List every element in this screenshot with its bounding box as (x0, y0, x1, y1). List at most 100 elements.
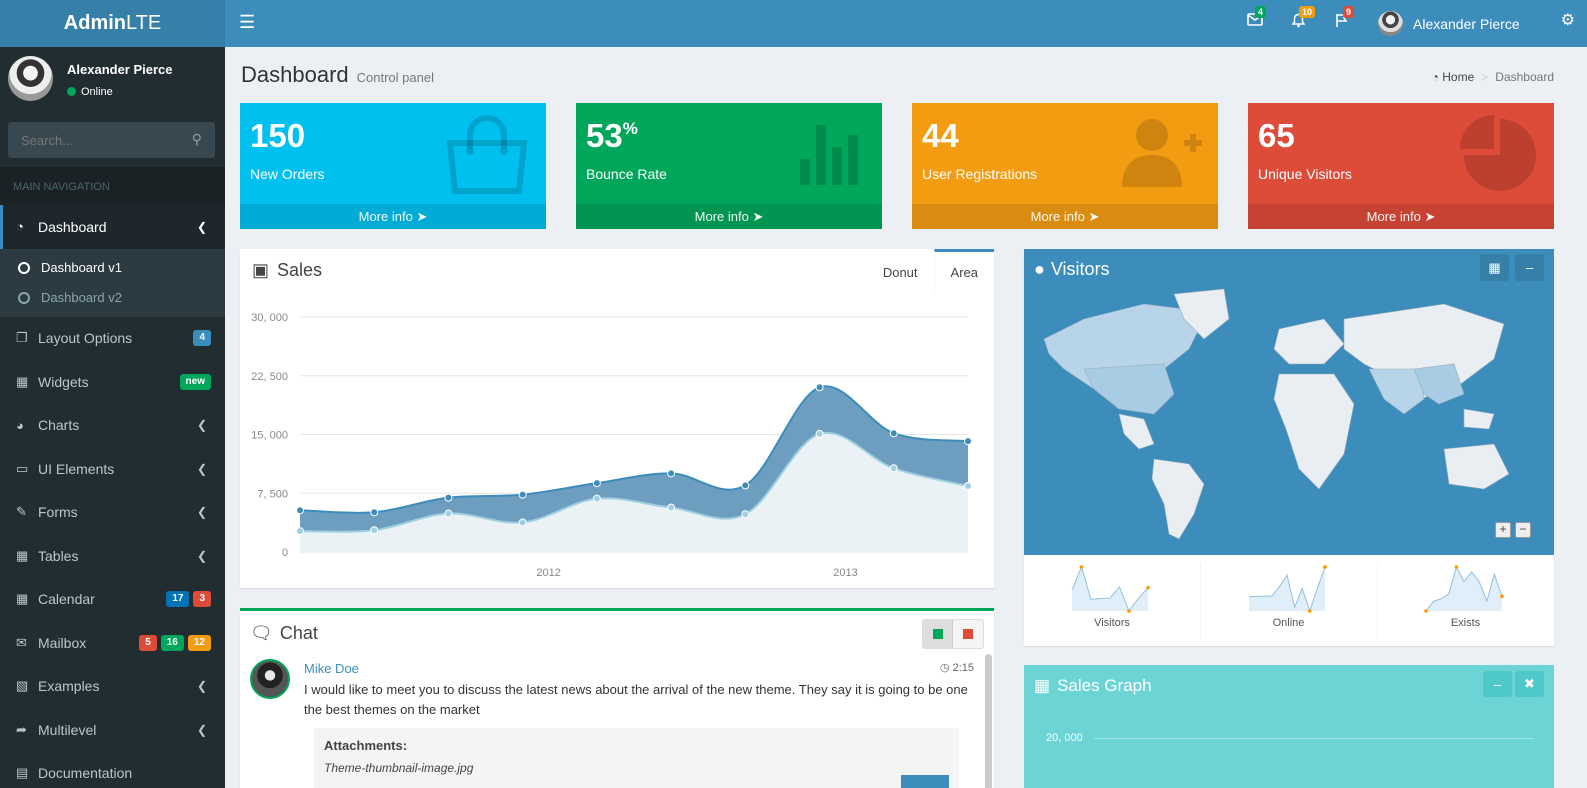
data-point[interactable] (518, 518, 527, 527)
sparkline-area (1249, 567, 1325, 611)
data-point[interactable] (889, 464, 898, 473)
open-attachment-button[interactable] (901, 775, 949, 788)
search-input[interactable] (8, 122, 178, 158)
data-point[interactable] (815, 383, 824, 392)
data-point[interactable] (667, 469, 676, 478)
data-point[interactable] (518, 490, 527, 499)
world-map[interactable]: ● Visitors ▦ – + − (1024, 249, 1554, 555)
data-point[interactable] (444, 509, 453, 518)
comments-icon: 🗨 (250, 623, 273, 643)
data-point[interactable] (296, 506, 304, 515)
messages-badge: 4 (1255, 6, 1267, 18)
sparkline-label: Online (1272, 617, 1305, 629)
gridline (1094, 738, 1534, 739)
sidebar-subitem-dashboard-v1[interactable]: Dashboard v1 (0, 253, 225, 283)
sidebar-item-ui-elements[interactable]: ▭ UI Elements ❮ (16, 460, 207, 477)
dashboard-submenu: Dashboard v1 Dashboard v2 (0, 248, 225, 317)
sidebar-item-forms[interactable]: ✎ Forms ❮ (16, 504, 207, 521)
chat-author-link[interactable]: Mike Doe (304, 661, 359, 676)
remove-button[interactable]: ✖ (1515, 671, 1544, 697)
arrow-circle-right-icon: ➤ (752, 209, 764, 224)
sidebar-item-layout-options[interactable]: ❐ Layout Options 4 (0, 317, 225, 361)
tasks-menu[interactable]: 9 (1335, 6, 1355, 33)
data-point[interactable] (741, 481, 750, 490)
pie-chart-icon: ◕ (16, 417, 24, 433)
logo[interactable]: AdminLTE (0, 0, 225, 47)
stat-label: Unique Visitors (1258, 166, 1352, 182)
envelope-icon: ✉ (16, 634, 27, 650)
sales-tabs: Donut Area (867, 249, 994, 292)
tab-donut[interactable]: Donut (882, 265, 918, 280)
sales-title: ▣ Sales (252, 260, 323, 280)
count-badge: 17 (166, 591, 190, 608)
sidebar-item-examples[interactable]: ▧ Examples ❮ (16, 678, 207, 695)
zoom-out-button[interactable]: − (1515, 522, 1531, 538)
sidebar-user-name: Alexander Pierce (67, 62, 173, 77)
th-icon: ▦ (16, 373, 29, 389)
book-icon: ▤ (16, 765, 29, 781)
data-point[interactable] (667, 503, 676, 512)
chevron-left-icon: ❮ (196, 461, 207, 476)
sidebar-item-widgets[interactable]: ▦ Widgets new (0, 360, 225, 404)
sidebar-item-multilevel[interactable]: ➦ Multilevel ❮ (16, 721, 207, 738)
notifications-menu[interactable]: 10 (1291, 6, 1316, 33)
minus-icon: – (1525, 260, 1534, 275)
more-info-link[interactable]: More info ➤ (576, 204, 882, 229)
data-point[interactable] (370, 508, 379, 517)
sidebar-item-dashboard[interactable]: ◔ Dashboard ❮ (0, 205, 225, 249)
scrollbar[interactable] (985, 654, 992, 788)
chevron-left-icon: ❮ (196, 219, 207, 234)
data-point[interactable] (370, 526, 379, 535)
search-icon[interactable]: ⚲ (191, 131, 202, 147)
sales-box: ▣ Sales Donut Area 0 7, 500 15, 000 22, 500 3… (240, 249, 994, 588)
sidebar-item-documentation[interactable]: ▤ Documentation (16, 765, 133, 782)
messages-menu[interactable]: 4 (1247, 6, 1267, 31)
arrow-circle-right-icon: ➤ (1424, 209, 1436, 224)
data-point[interactable] (889, 429, 898, 438)
gears-icon[interactable]: ⚙ (1560, 12, 1575, 29)
attachment-filename[interactable]: Theme-thumbnail-image.jpg (324, 761, 474, 775)
y-tick-label: 30, 000 (251, 312, 288, 324)
sparkline-line (1425, 565, 1503, 612)
stat-box-unique-visitors: 65 Unique Visitors More info ➤ (1248, 103, 1554, 229)
more-info-link[interactable]: More info ➤ (1248, 204, 1554, 229)
sparkline-exists: Exists (1377, 563, 1553, 639)
data-point[interactable] (592, 479, 601, 488)
collapse-button[interactable]: – (1515, 254, 1544, 281)
status-online-button[interactable] (923, 620, 953, 648)
attachments-label: Attachments: (324, 738, 408, 753)
more-info-link[interactable]: More info ➤ (912, 204, 1218, 229)
data-point[interactable] (741, 510, 750, 519)
sidebar-item-mailbox[interactable]: ✉ Mailbox 5 16 12 (0, 621, 225, 665)
stat-label: User Registrations (922, 166, 1038, 182)
line-series-1 (299, 431, 969, 533)
sidebar-item-tables[interactable]: ▦ Tables ❮ (16, 547, 207, 564)
sidebar-subitem-dashboard-v2[interactable]: Dashboard v2 (0, 283, 225, 313)
data-point[interactable] (964, 481, 972, 490)
data-point[interactable] (592, 494, 601, 503)
data-point[interactable] (815, 429, 824, 438)
breadcrumb-home[interactable]: Home (1442, 70, 1475, 84)
sidebar-item-charts[interactable]: ◕ Charts ❮ (16, 417, 207, 434)
more-info-link[interactable]: More info ➤ (240, 204, 546, 229)
user-menu[interactable]: Alexander Pierce (1378, 11, 1520, 36)
zoom-in-button[interactable]: + (1495, 522, 1511, 538)
sparkline-point (1323, 565, 1327, 569)
date-range-button[interactable]: ▦ (1480, 254, 1509, 281)
stat-value: 53% (586, 117, 638, 154)
sidebar-header: MAIN NAVIGATION (0, 167, 225, 205)
sparkline-label: Exists (1450, 617, 1481, 629)
data-point[interactable] (444, 493, 453, 502)
sales-area-chart: 0 7, 500 15, 000 22, 500 30, 000 2012 2013 (251, 312, 972, 579)
data-point[interactable] (964, 437, 972, 446)
sales-graph-box: ▦ Sales Graph – ✖ 20, 000 (1024, 665, 1554, 788)
sidebar-item-calendar[interactable]: ▦ Calendar 17 3 (0, 578, 225, 622)
sparkline-point (1079, 565, 1084, 569)
data-point[interactable] (296, 527, 304, 536)
tab-area[interactable]: Area (933, 249, 994, 292)
chat-message: I would like to meet you to discuss the … (304, 682, 968, 717)
collapse-button[interactable]: – (1483, 671, 1512, 697)
status-offline-button[interactable] (953, 620, 983, 648)
chevron-left-icon: ❮ (196, 679, 207, 694)
bars-icon[interactable]: ☰ (239, 12, 256, 32)
